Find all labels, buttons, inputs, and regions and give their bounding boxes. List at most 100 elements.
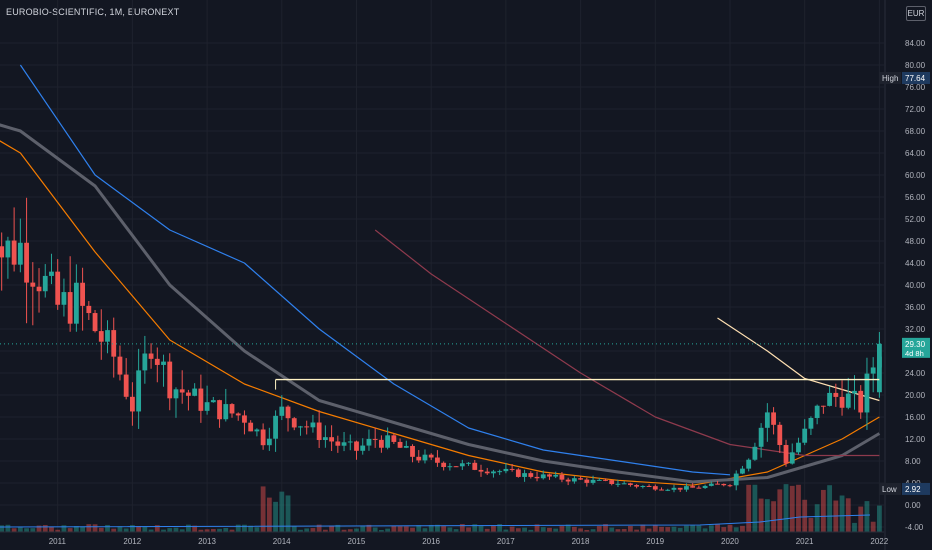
volume-bar [528, 529, 534, 532]
volume-bar [796, 484, 801, 532]
candle [802, 419, 808, 446]
candle-body [210, 400, 216, 403]
candle-body [870, 367, 876, 374]
volume-bar [522, 527, 527, 532]
volume-bar [740, 525, 745, 532]
candle [198, 374, 204, 423]
candle [852, 375, 857, 410]
candle [17, 218, 23, 273]
volume-bar [316, 524, 322, 532]
volume-bar [167, 528, 173, 532]
volume-bar [403, 526, 409, 532]
candle [621, 481, 627, 485]
volume-bar [17, 527, 23, 532]
candle [615, 479, 621, 488]
candle [789, 443, 795, 465]
candle-body [715, 483, 720, 485]
volume-bar [354, 528, 359, 532]
high-label-bg [879, 71, 901, 84]
candle-body [422, 454, 428, 461]
candle-body [690, 486, 696, 488]
price-tick-label: 40.00 [905, 281, 926, 290]
candle-body [17, 242, 23, 265]
candle [235, 412, 241, 421]
candle-body [347, 441, 353, 443]
candle-body [472, 462, 478, 470]
time-tick-label: 2022 [870, 537, 888, 546]
volume-bar [584, 529, 590, 532]
candle-body [509, 468, 515, 470]
volume-bar [73, 526, 79, 532]
candle [55, 259, 61, 310]
time-tick-label: 2014 [273, 537, 291, 546]
candle-body [61, 292, 67, 305]
candle [453, 466, 459, 468]
candle [92, 309, 98, 333]
time-tick-label: 2011 [49, 537, 67, 546]
volume-bar [92, 524, 98, 532]
volume-bar [652, 525, 658, 532]
high-value-bg [902, 71, 930, 84]
candle [435, 450, 440, 467]
price-tick-label: -4.00 [905, 523, 924, 532]
volume-bar [397, 526, 403, 532]
candle [360, 438, 366, 455]
volume-bar [186, 524, 191, 532]
candle-body [796, 442, 801, 453]
candle-body [777, 424, 783, 446]
candle-body [310, 422, 316, 428]
candle [49, 253, 54, 285]
candle-body [721, 483, 727, 486]
candle [845, 377, 851, 410]
volume-bar [105, 524, 110, 532]
candle-body [291, 418, 297, 428]
volume-bar [578, 528, 583, 532]
volume-bar [453, 529, 459, 532]
volume-bar [491, 526, 496, 532]
candle-body [453, 466, 459, 468]
volume-bar [5, 524, 11, 532]
candle-body [553, 474, 559, 477]
volume-bar [192, 525, 198, 532]
candle-body [733, 473, 739, 486]
candle-body [858, 390, 864, 413]
candle [61, 278, 67, 317]
volume-bar [466, 527, 471, 532]
candle [609, 479, 615, 486]
candle [708, 481, 714, 487]
volume-bar [123, 528, 129, 532]
candle-body [783, 445, 789, 464]
candle [80, 267, 85, 331]
candle [702, 484, 708, 489]
candle-body [584, 479, 590, 483]
volume-bar [646, 528, 652, 532]
candle-body [491, 471, 496, 474]
volume-bar [98, 527, 104, 532]
countdown-value: 4d 8h [905, 349, 924, 358]
candle-body [379, 439, 384, 448]
price-tick-label: 8.00 [905, 457, 921, 466]
candle [497, 469, 503, 476]
volume-bar [435, 524, 440, 532]
candle [410, 444, 415, 463]
candle [130, 382, 135, 426]
candle-body [242, 415, 247, 423]
candle [105, 320, 110, 354]
candle-body [559, 474, 565, 480]
candle-body [173, 389, 179, 399]
volume-bar [80, 526, 85, 532]
currency-badge[interactable]: EUR [906, 6, 926, 21]
volume-bar [379, 529, 384, 532]
volume-bar [497, 524, 503, 532]
volume-bar [391, 525, 397, 532]
candle [478, 464, 484, 477]
volume-bar [117, 526, 123, 532]
candle-body [235, 413, 241, 416]
time-tick-label: 2017 [497, 537, 515, 546]
volume-bar [447, 527, 453, 532]
candle-last [877, 340, 882, 398]
candle-body [316, 422, 322, 441]
candle [260, 423, 266, 450]
